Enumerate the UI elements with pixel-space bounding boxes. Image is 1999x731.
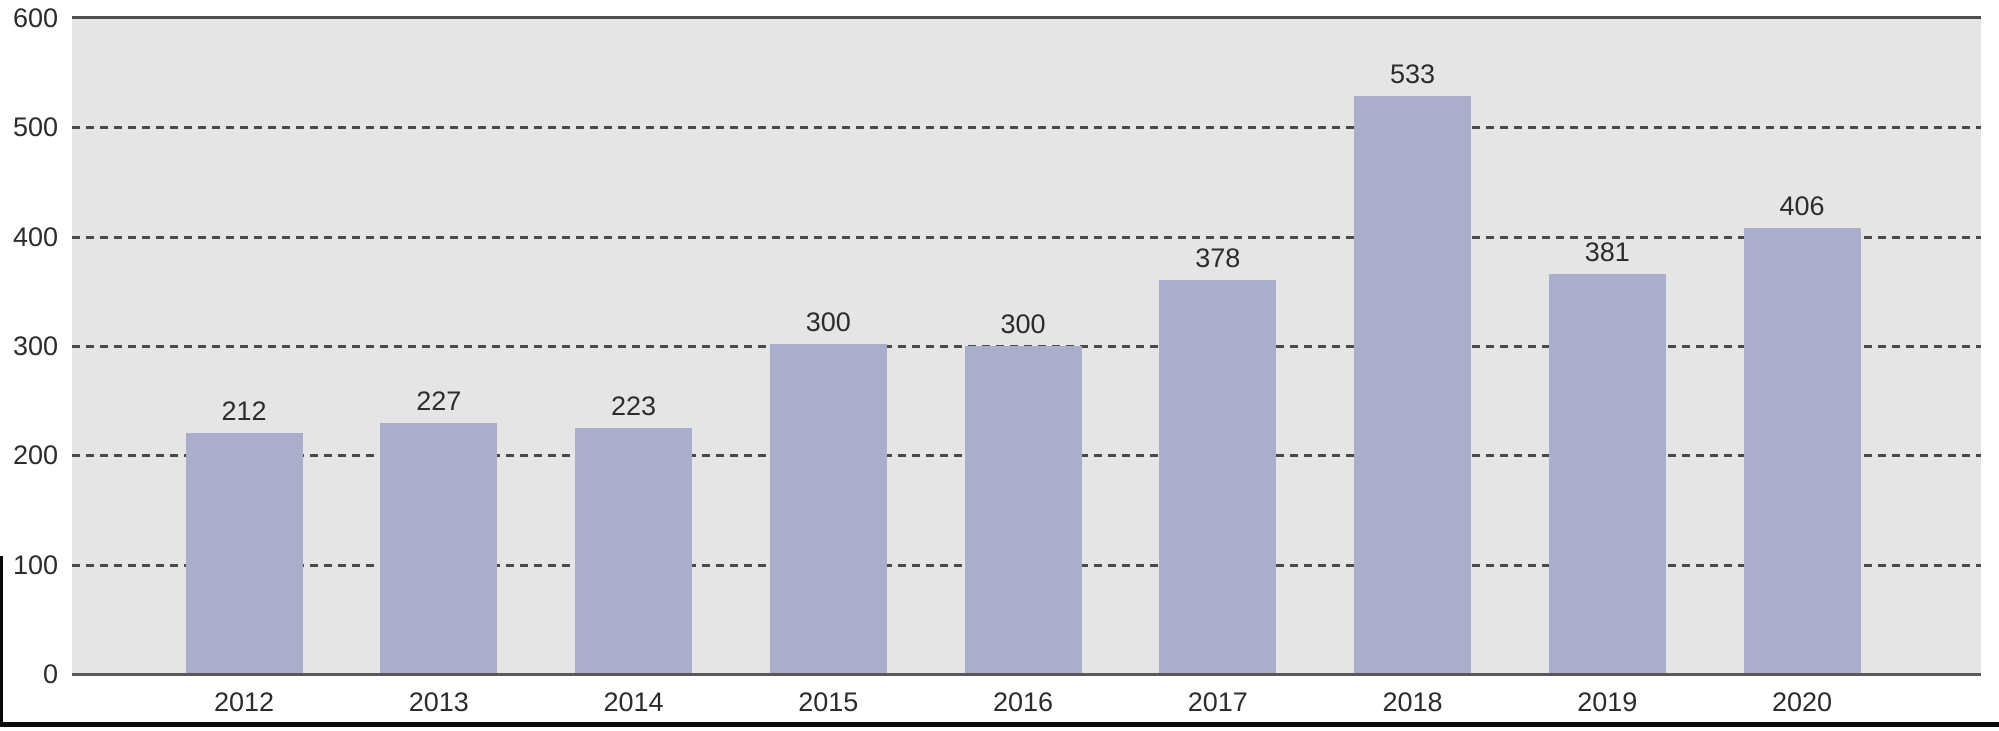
bar-2015 [769,343,887,673]
y-axis-tick-label: 300 [12,331,58,361]
bar-2020 [1743,227,1861,673]
bar-value-label-2018: 533 [1389,58,1436,89]
bar-2017 [1159,280,1277,673]
bar-2012 [185,433,303,673]
bar-value-label-2013: 227 [416,385,462,416]
bar-2013 [380,422,498,673]
bar-value-label-2019: 381 [1584,236,1630,267]
y-axis-tick-label: 100 [12,549,58,580]
bar-value-label-2012: 212 [221,396,267,427]
x-axis-tick-label-2018: 2018 [1382,687,1443,717]
x-axis-tick-label-2015: 2015 [798,687,859,717]
y-axis-tick-label: 0 [42,659,58,689]
x-axis-tick-label-2019: 2019 [1577,687,1638,717]
bar-value-label-2017: 378 [1195,243,1241,274]
x-axis-tick-label-2013: 2013 [408,687,469,717]
plot-top-border-line [72,16,1981,19]
bar-value-label-2014: 223 [610,391,657,421]
bar-value-label-2016: 300 [1000,309,1046,339]
bar-2016 [964,346,1082,673]
bar-2018 [1354,95,1471,673]
y-axis-tick-label: 200 [12,440,58,471]
horizontal-gridline-400 [72,235,1981,239]
x-axis-tick-label-2020: 2020 [1771,687,1833,717]
y-axis-tick-label: 400 [12,221,58,252]
page-left-edge-rule [0,556,3,727]
horizontal-gridline-500 [72,126,1981,130]
page-bottom-edge-rule [0,722,1999,727]
bar-2014 [575,428,692,673]
y-axis-tick-label: 600 [12,3,58,33]
bar-value-label-2015: 300 [805,306,851,337]
bar-2019 [1548,273,1666,673]
x-axis-tick-label-2012: 2012 [213,687,275,717]
x-axis-tick-label-2016: 2016 [992,687,1054,717]
bar-value-label-2020: 406 [1779,190,1825,221]
x-axis-tick-label-2017: 2017 [1187,687,1248,717]
x-axis-tick-label-2014: 2014 [603,687,664,717]
x-axis-line [72,673,1981,676]
y-axis-tick-label: 500 [12,112,58,143]
